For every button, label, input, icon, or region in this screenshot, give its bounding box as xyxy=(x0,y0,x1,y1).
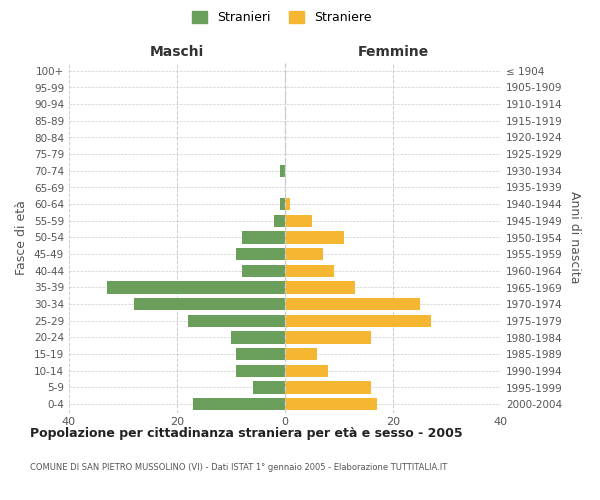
Bar xyxy=(236,348,285,360)
Bar xyxy=(285,314,431,327)
Bar xyxy=(253,381,285,394)
Text: Popolazione per cittadinanza straniera per età e sesso - 2005: Popolazione per cittadinanza straniera p… xyxy=(30,428,463,440)
Bar xyxy=(285,214,312,227)
Bar xyxy=(285,231,344,244)
Bar xyxy=(285,198,290,210)
Y-axis label: Anni di nascita: Anni di nascita xyxy=(568,191,581,284)
Bar xyxy=(236,248,285,260)
Bar xyxy=(231,331,285,344)
Bar xyxy=(280,198,285,210)
Bar xyxy=(285,364,328,377)
Text: COMUNE DI SAN PIETRO MUSSOLINO (VI) - Dati ISTAT 1° gennaio 2005 - Elaborazione : COMUNE DI SAN PIETRO MUSSOLINO (VI) - Da… xyxy=(30,462,447,471)
Bar xyxy=(285,248,323,260)
Bar xyxy=(236,364,285,377)
Bar xyxy=(285,298,420,310)
Bar xyxy=(280,164,285,177)
Bar xyxy=(285,348,317,360)
Y-axis label: Fasce di età: Fasce di età xyxy=(16,200,28,275)
Bar xyxy=(107,281,285,293)
Bar xyxy=(134,298,285,310)
Bar xyxy=(285,398,377,410)
Bar xyxy=(285,381,371,394)
Legend: Stranieri, Straniere: Stranieri, Straniere xyxy=(187,6,377,29)
Text: Femmine: Femmine xyxy=(358,45,428,59)
Bar xyxy=(188,314,285,327)
Bar xyxy=(193,398,285,410)
Bar xyxy=(274,214,285,227)
Bar xyxy=(242,231,285,244)
Bar xyxy=(285,331,371,344)
Text: Maschi: Maschi xyxy=(150,45,204,59)
Bar xyxy=(242,264,285,277)
Bar xyxy=(285,264,334,277)
Bar xyxy=(285,281,355,293)
